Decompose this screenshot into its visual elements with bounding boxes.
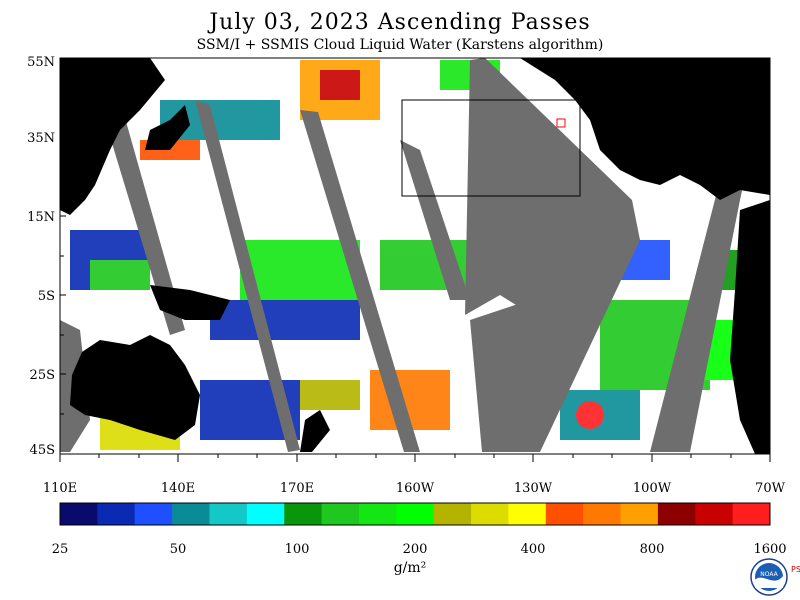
station-marker — [556, 118, 566, 128]
lon-label-100w: 100W — [633, 481, 672, 496]
asia-land — [60, 58, 165, 215]
north-america-land — [520, 58, 770, 200]
region-box — [401, 99, 581, 197]
colorbar-segment — [657, 503, 696, 525]
colorbar-segment — [172, 503, 210, 525]
land-masses — [60, 58, 770, 454]
lon-label-140e: 140E — [161, 481, 195, 496]
colorbar-segment — [471, 503, 509, 525]
colorbar-segment — [433, 503, 472, 525]
noaa-logo-text: NOAA — [760, 571, 778, 578]
colorbar-unit: g/m² — [393, 560, 427, 576]
colorbar-segment — [545, 503, 584, 525]
japan-land — [145, 105, 190, 150]
south-america-land — [730, 200, 770, 454]
new-guinea-land — [150, 285, 230, 320]
lon-label-160w: 160W — [396, 481, 435, 496]
colorbar-label-400: 400 — [521, 542, 546, 557]
colorbar-segment — [321, 503, 360, 525]
colorbar-label-1600: 1600 — [753, 542, 786, 557]
colorbar-segment — [732, 503, 771, 525]
lat-label-25s: 25S — [30, 368, 55, 383]
colorbar-segment — [284, 503, 323, 525]
lat-label-55n: 55N — [27, 55, 55, 70]
colorbar-label-200: 200 — [403, 542, 428, 557]
page-title: July 03, 2023 Ascending Passes — [209, 10, 591, 35]
noaa-logo: NOAA — [750, 558, 788, 596]
colorbar-segment — [97, 503, 136, 525]
lon-label-170e: 170E — [280, 481, 314, 496]
lat-label-35n: 35N — [27, 131, 55, 146]
lat-label-45s: 45S — [30, 443, 55, 458]
colorbar-segment — [695, 503, 734, 525]
page-subtitle: SSM/I + SSMIS Cloud Liquid Water (Karste… — [196, 37, 604, 53]
australia-land — [70, 335, 200, 440]
lon-label-110e: 110E — [43, 481, 77, 496]
colorbar-segment — [209, 503, 248, 525]
lon-axis: 110E 140E 170E 160W 130W 100W 70W — [43, 454, 786, 496]
lat-axis: 55N 35N 15N 5S 25S 45S — [27, 55, 66, 458]
missing-data-swaths — [60, 58, 755, 452]
colorbar-label-25: 25 — [52, 542, 69, 557]
colorbar-segment — [620, 503, 659, 525]
colorbar-segment — [396, 503, 435, 525]
new-zealand-land — [300, 410, 330, 452]
colorbar — [60, 503, 771, 525]
lat-label-15n: 15N — [27, 210, 55, 225]
colorbar-segment — [60, 503, 98, 525]
colorbar-segment — [358, 503, 397, 525]
lon-label-130w: 130W — [514, 481, 553, 496]
colorbar-ticks: 25 50 100 200 400 800 1600 — [52, 542, 787, 557]
colorbar-label-100: 100 — [285, 542, 310, 557]
psl-label: PSL — [791, 565, 800, 574]
colorbar-segment — [134, 503, 173, 525]
colorbar-label-800: 800 — [640, 542, 665, 557]
colorbar-segment — [508, 503, 547, 525]
lat-label-5s: 5S — [38, 289, 55, 304]
colorbar-label-50: 50 — [170, 542, 187, 557]
lon-label-70w: 70W — [755, 481, 786, 496]
colorbar-frame — [59, 502, 771, 526]
colorbar-segment — [583, 503, 622, 525]
colorbar-segment — [246, 503, 285, 525]
